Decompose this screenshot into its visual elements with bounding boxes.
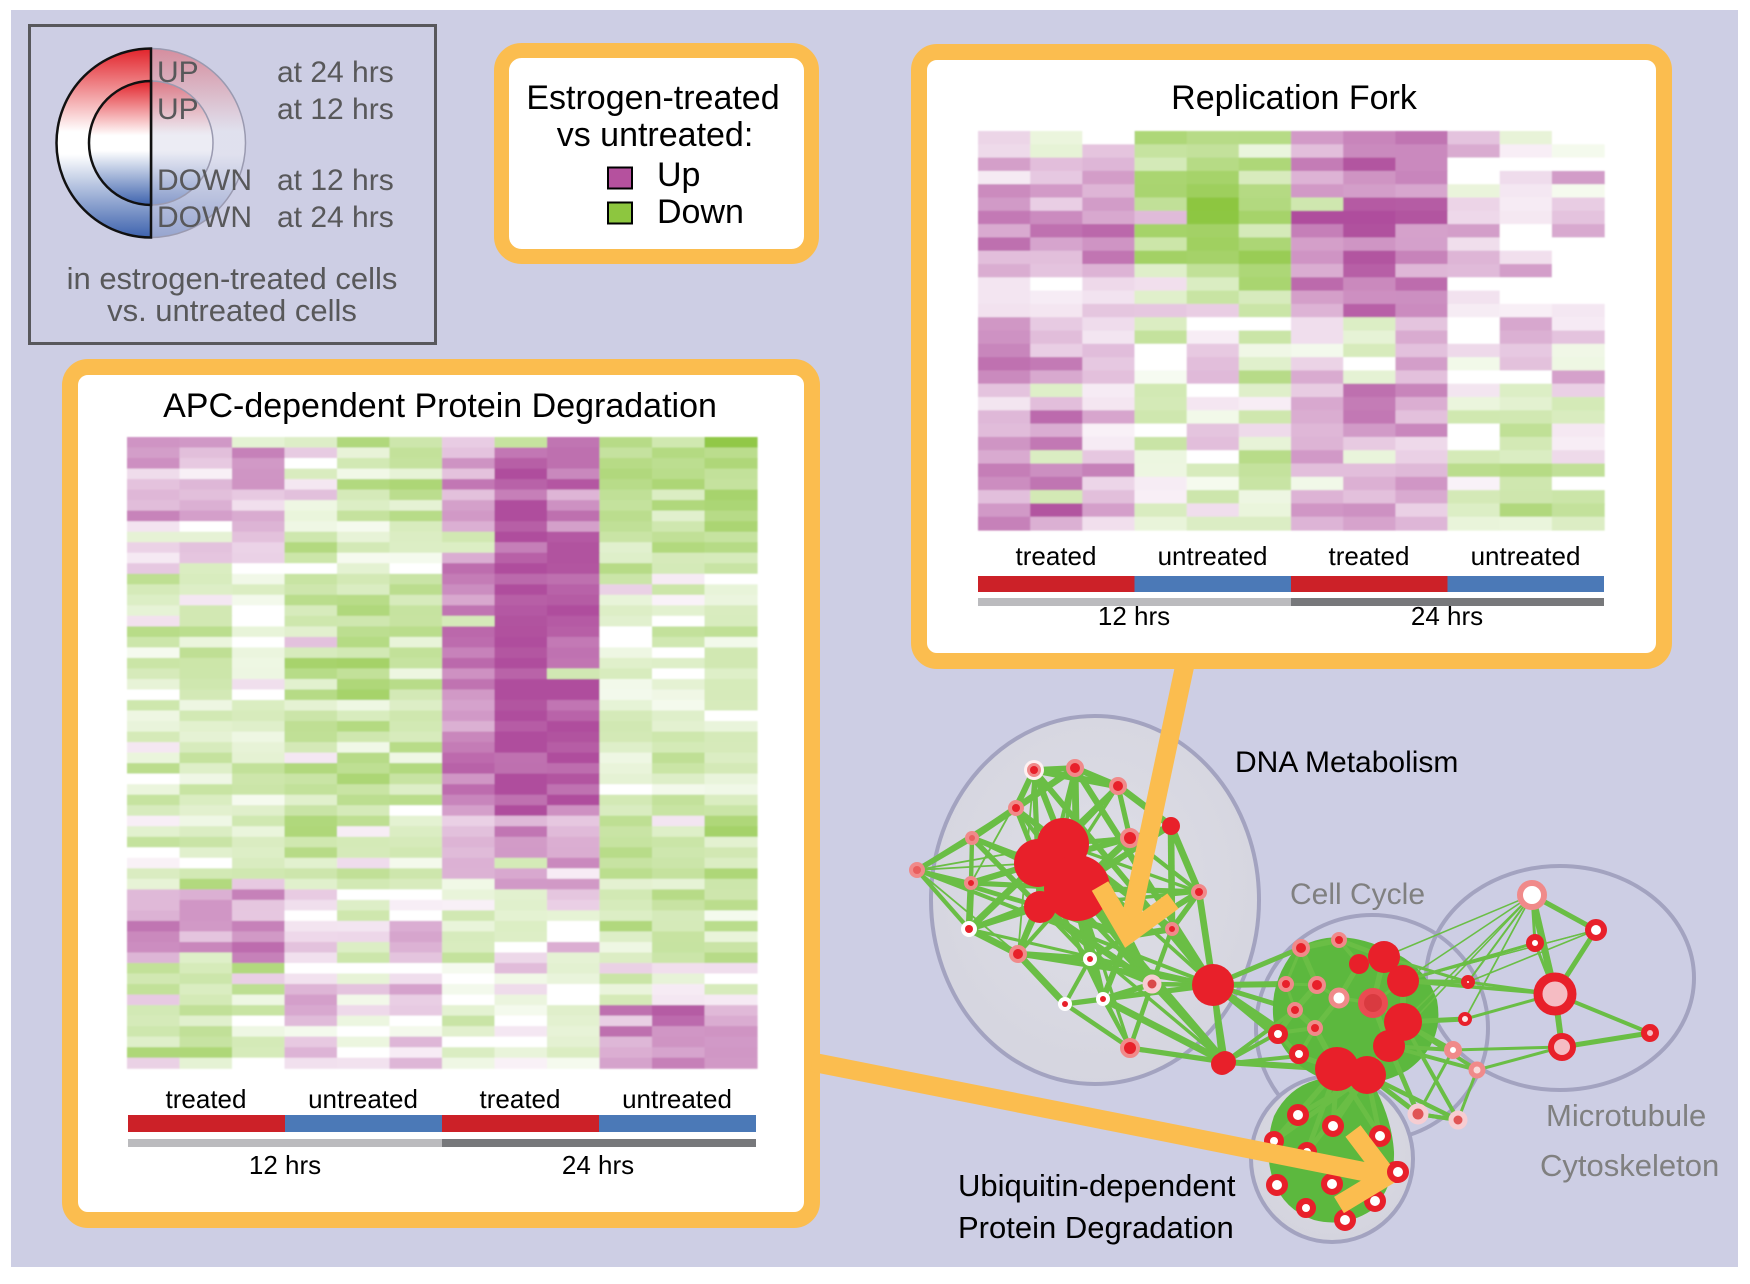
svg-text:UP: UP <box>157 56 199 89</box>
svg-text:in estrogen-treated cells: in estrogen-treated cells <box>67 261 398 296</box>
svg-text:at 24 hrs: at 24 hrs <box>277 56 394 89</box>
svg-text:Estrogen-treated: Estrogen-treated <box>526 79 779 117</box>
svg-text:untreated: untreated <box>308 1084 418 1114</box>
svg-text:Replication Fork: Replication Fork <box>1171 79 1418 117</box>
svg-text:at 12 hrs: at 12 hrs <box>277 93 394 126</box>
svg-text:vs untreated:: vs untreated: <box>557 116 754 154</box>
svg-text:Microtubule: Microtubule <box>1546 1098 1706 1133</box>
svg-text:APC-dependent Protein Degradat: APC-dependent Protein Degradation <box>163 387 717 425</box>
svg-text:12 hrs: 12 hrs <box>1098 601 1170 631</box>
svg-text:treated: treated <box>1329 541 1410 571</box>
svg-text:treated: treated <box>166 1084 247 1114</box>
svg-text:vs. untreated cells: vs. untreated cells <box>107 293 357 328</box>
svg-text:at 24 hrs: at 24 hrs <box>277 201 394 234</box>
svg-text:untreated: untreated <box>622 1084 732 1114</box>
svg-text:treated: treated <box>480 1084 561 1114</box>
svg-text:Down: Down <box>657 193 744 231</box>
svg-text:24 hrs: 24 hrs <box>1411 601 1483 631</box>
svg-text:Protein Degradation: Protein Degradation <box>958 1210 1234 1245</box>
svg-text:untreated: untreated <box>1158 541 1268 571</box>
svg-text:UP: UP <box>157 93 199 126</box>
svg-text:treated: treated <box>1016 541 1097 571</box>
svg-text:untreated: untreated <box>1471 541 1581 571</box>
svg-text:Up: Up <box>657 156 700 194</box>
svg-text:Cytoskeleton: Cytoskeleton <box>1540 1148 1719 1183</box>
svg-text:Ubiquitin-dependent: Ubiquitin-dependent <box>958 1168 1236 1203</box>
svg-text:DOWN: DOWN <box>157 201 252 234</box>
svg-text:24 hrs: 24 hrs <box>562 1150 634 1180</box>
svg-text:DNA Metabolism: DNA Metabolism <box>1235 746 1458 779</box>
svg-text:at 12 hrs: at 12 hrs <box>277 164 394 197</box>
svg-text:12 hrs: 12 hrs <box>249 1150 321 1180</box>
svg-text:Cell Cycle: Cell Cycle <box>1290 878 1425 911</box>
svg-text:DOWN: DOWN <box>157 164 252 197</box>
